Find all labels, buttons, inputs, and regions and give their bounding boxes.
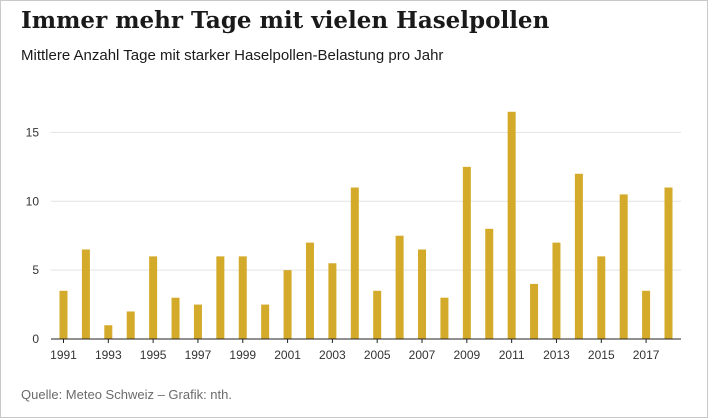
- x-tick-label: 2011: [499, 348, 525, 362]
- bar-chart: 0 5 10 15 1991 1993 1995 1997 1999 2001 2003 2005 2…: [26, 111, 681, 362]
- y-tick-label: 5: [32, 263, 39, 277]
- x-tick-label: 1995: [140, 348, 167, 362]
- bar-2015: [597, 256, 606, 339]
- grid-lines: [51, 131, 681, 271]
- bar-1994: [126, 311, 135, 339]
- bar-2007: [418, 249, 427, 339]
- bar-1997: [193, 304, 202, 339]
- bar-2018: [664, 187, 673, 339]
- bar-2005: [373, 290, 382, 339]
- bar-2013: [552, 242, 561, 339]
- y-tick-label: 15: [26, 125, 40, 139]
- bar-2004: [350, 187, 359, 339]
- x-tick-label: 2001: [274, 348, 301, 362]
- y-tick-label: 10: [26, 194, 40, 208]
- x-tick-label: 2005: [364, 348, 391, 362]
- x-tick-label: 1999: [229, 348, 256, 362]
- bar-2008: [440, 297, 449, 339]
- bars: [59, 111, 673, 340]
- bar-2002: [305, 242, 314, 339]
- bar-1996: [171, 297, 180, 339]
- x-tick-label: 1997: [185, 348, 212, 362]
- bar-2000: [261, 304, 270, 339]
- bar-1991: [59, 290, 68, 339]
- bar-2006: [395, 235, 404, 339]
- bar-2014: [574, 173, 583, 339]
- chart-subtitle: Mittlere Anzahl Tage mit starker Haselpo…: [21, 47, 444, 64]
- bar-2003: [328, 263, 337, 339]
- x-tick-label: 2013: [543, 348, 570, 362]
- bar-1992: [81, 249, 90, 339]
- bar-2010: [485, 228, 494, 339]
- bar-2009: [462, 166, 471, 339]
- x-tick-label: 1991: [50, 348, 77, 362]
- bar-1999: [238, 256, 247, 339]
- bar-1998: [216, 256, 225, 339]
- x-tick-label: 2015: [588, 348, 615, 362]
- y-tick-label: 0: [32, 332, 39, 346]
- bar-2012: [530, 283, 539, 339]
- x-tick-label: 2003: [319, 348, 346, 362]
- x-tick-label: 2017: [633, 348, 660, 362]
- bar-2017: [642, 290, 651, 339]
- x-axis-tick-labels: 1991 1993 1995 1997 1999 2001 2003 2005 2007 2009…: [50, 339, 660, 362]
- x-tick-label: 2007: [409, 348, 436, 362]
- bar-1995: [149, 256, 158, 339]
- bar-2011: [507, 111, 516, 340]
- x-tick-label: 2009: [453, 348, 480, 362]
- bar-2001: [283, 270, 292, 339]
- source-note: Quelle: Meteo Schweiz – Grafik: nth.: [21, 387, 232, 402]
- x-tick-label: 1993: [95, 348, 122, 362]
- y-axis-tick-labels: 0 5 10 15: [26, 125, 40, 346]
- chart-title: Immer mehr Tage mit vielen Haselpollen: [21, 7, 550, 34]
- bar-2016: [619, 194, 628, 339]
- bar-1993: [104, 325, 113, 339]
